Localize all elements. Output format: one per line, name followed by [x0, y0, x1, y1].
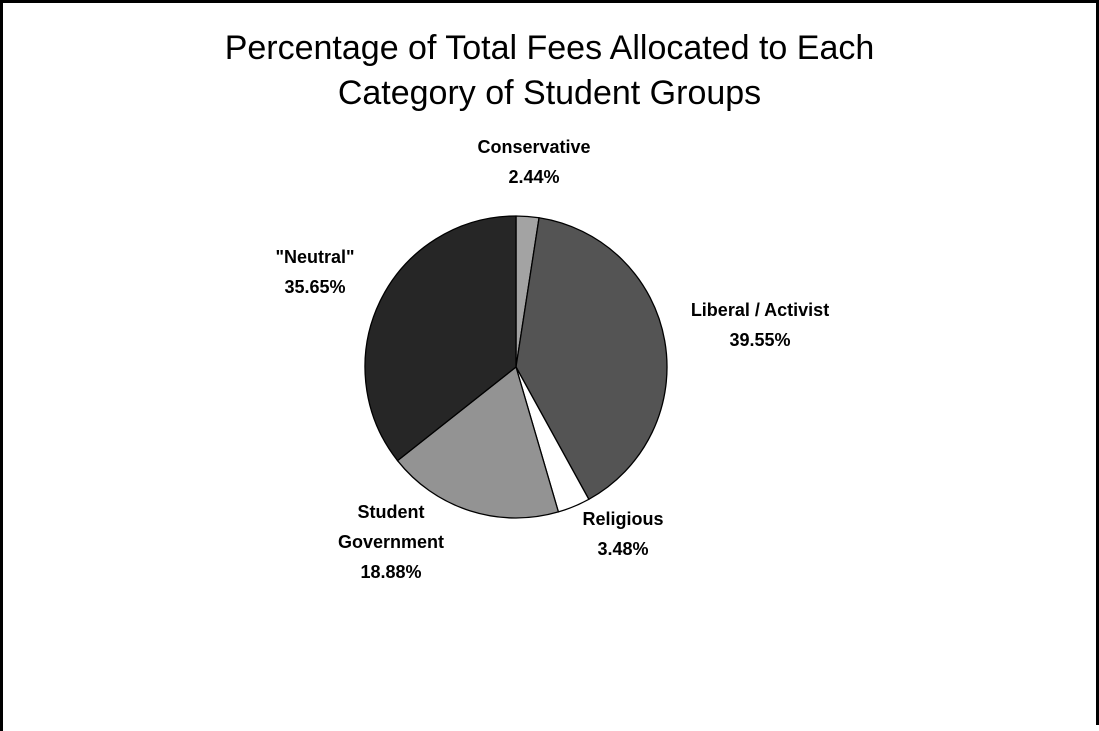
pie-label-conservative: Conservative 2.44%: [477, 137, 590, 187]
pie-label-text: "Neutral": [275, 247, 354, 267]
pie-label-student-government: Student Government 18.88%: [338, 502, 444, 582]
pie-label-value: 18.88%: [360, 562, 421, 582]
chart-title-line-1: Percentage of Total Fees Allocated to Ea…: [224, 29, 875, 67]
frame-border-right: [1096, 0, 1099, 725]
pie-slice-liberal-activist: [515, 217, 668, 500]
frame-border-left: [0, 0, 3, 731]
pie-slices: [364, 215, 668, 519]
pie-label-text: Student: [358, 502, 425, 522]
frame-border-top: [0, 0, 1099, 3]
pie-label-religious: Religious 3.48%: [582, 509, 663, 559]
chart-title: Percentage of Total Fees Allocated to Ea…: [0, 26, 1099, 116]
pie-label-value: 3.48%: [597, 539, 648, 559]
pie-label-value: 39.55%: [729, 330, 790, 350]
pie-label-value: 35.65%: [284, 277, 345, 297]
pie-slice-neutral: [364, 215, 517, 462]
pie-slice-student-government: [396, 366, 560, 519]
pie-label-text: Religious: [582, 509, 663, 529]
pie-label-neutral: "Neutral" 35.65%: [275, 247, 354, 297]
pie-label-text: Liberal / Activist: [691, 300, 829, 320]
pie-label-value: 2.44%: [508, 167, 559, 187]
pie-labels: Conservative 2.44% Liberal / Activist 39.55…: [275, 137, 829, 582]
pie-label-text: Conservative: [477, 137, 590, 157]
chart-title-line-2: Category of Student Groups: [337, 74, 762, 112]
pie-label-text: Government: [338, 532, 444, 552]
pie-label-liberal-activist: Liberal / Activist 39.55%: [691, 300, 829, 350]
